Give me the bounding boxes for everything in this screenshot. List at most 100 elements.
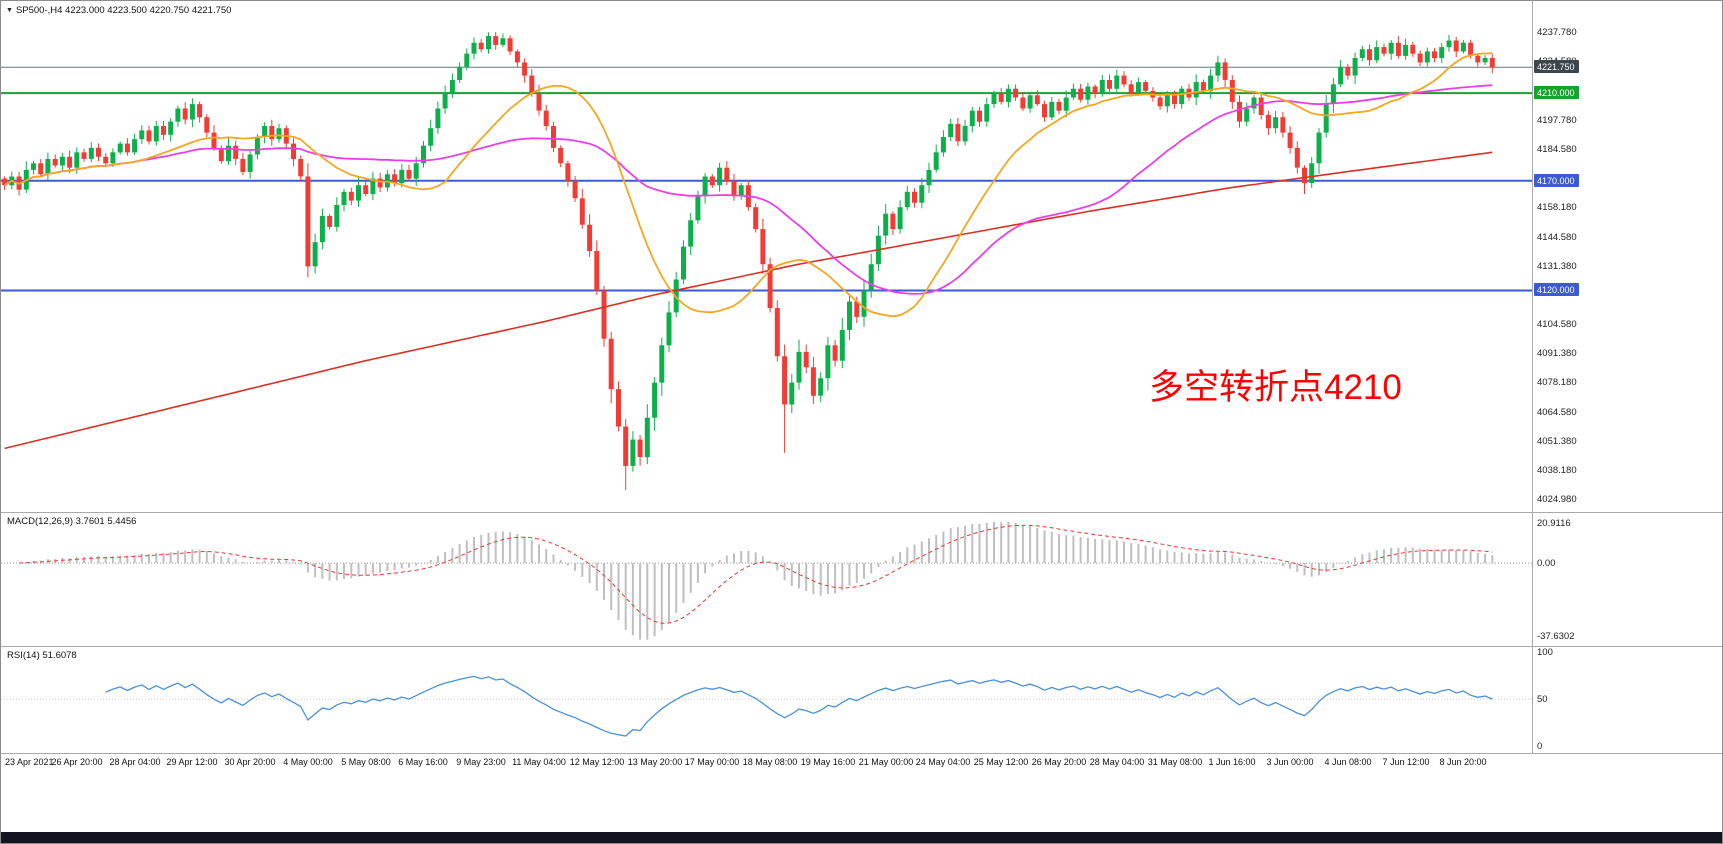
candle-body [189,104,195,120]
candle [139,125,145,144]
candle [1489,53,1495,74]
candle [897,200,903,234]
candle [1078,83,1084,103]
price-tick-label: 4091.380 [1537,348,1577,359]
candle-body [233,145,239,159]
candle [998,87,1004,105]
candle [124,138,130,156]
candle-body [319,215,325,243]
candle-body [1013,88,1019,98]
candle [1460,40,1466,54]
chart-collapse-icon[interactable]: ▼ [6,7,13,14]
candle-body [1388,42,1394,54]
candle-body [868,264,874,291]
candle-body [810,367,816,396]
candle-body [399,169,405,184]
symbol-ohlc-text: SP500-,H4 4223.000 4223.500 4220.750 422… [15,5,232,16]
candle [377,172,383,192]
candle [1143,80,1149,94]
candle-body [161,126,166,135]
candle-body [637,439,643,458]
candle-body [1034,95,1040,105]
candle [421,141,426,168]
candle-body [1020,97,1026,109]
candle-body [197,104,203,118]
candle [1395,36,1401,59]
candle [1294,141,1300,174]
candle-body [363,185,369,194]
time-label: 9 May 23:00 [456,757,506,767]
candle [1063,90,1069,118]
candle-body [1374,47,1380,61]
candle [1280,112,1286,138]
price-axis[interactable]: 4237.7804224.5804197.7804184.5804158.180… [1532,1,1722,753]
candle [81,148,87,162]
candle [1034,90,1040,107]
candle-body [1200,82,1206,91]
panel-separator[interactable] [1,646,1722,647]
candle [1410,41,1416,57]
time-axis[interactable]: 23 Apr 2021 26 Apr 20:00 28 Apr 04:00 29 Ap… [1,754,1532,773]
candle-body [1316,132,1322,164]
candle [933,144,939,173]
candle [904,185,910,211]
candle [1330,78,1336,114]
candle [919,178,925,209]
candle [1107,74,1112,95]
time-label: 19 May 16:00 [800,757,856,767]
candle [1338,60,1344,88]
candle-body [1330,84,1336,104]
price-tick-label: 4038.180 [1537,465,1577,476]
candle [52,154,58,168]
candle-body [1468,42,1474,56]
candle-body [1085,86,1091,100]
time-label: 28 May 04:00 [1089,757,1145,767]
candle-body [1078,88,1084,100]
price-level-badge: 4210.000 [1534,86,1579,99]
candle [1135,77,1141,96]
candle-body [536,93,542,111]
main-chart-panel[interactable]: ▼ SP500-,H4 4223.000 4223.500 4220.750 42… [1,1,1532,512]
candle [1446,35,1452,52]
candle-body [1208,75,1214,91]
candle [991,90,997,108]
candle [1367,44,1372,66]
candle [319,208,325,250]
candle-body [760,229,766,265]
price-chart-canvas[interactable] [1,1,1532,512]
candle-body [478,42,484,50]
macd-tick-label: 20.9116 [1537,518,1571,529]
candle-body [738,185,744,197]
candle-body [1237,101,1242,122]
candle [1070,83,1076,100]
annotation-text[interactable]: 多空转折点4210 [1149,368,1402,407]
candle [399,163,405,188]
candle-body [724,167,730,181]
candle [132,133,138,155]
candle-body [522,62,528,76]
candle-body [587,224,593,251]
candle-body [1063,97,1069,111]
candle [652,377,658,432]
candle-body [543,110,549,127]
candle-body [471,42,477,54]
candle [1237,95,1242,128]
candle [868,253,874,298]
time-label: 29 Apr 12:00 [166,757,218,767]
candle [428,119,434,152]
panel-separator[interactable] [1,512,1722,513]
candle-body [52,158,58,166]
slow-ma-line [4,151,1493,450]
candle [551,122,556,152]
candle-body [529,75,535,94]
candle-body [681,246,686,280]
candle-body [1092,86,1098,94]
macd-panel-canvas[interactable] [1,513,1532,646]
candle-body [1309,163,1315,183]
candle [1020,91,1026,111]
rsi-panel-canvas[interactable] [1,647,1532,753]
candle-body [254,137,260,155]
candle-body [832,345,838,361]
candle [977,106,982,127]
candle-body [341,191,347,205]
